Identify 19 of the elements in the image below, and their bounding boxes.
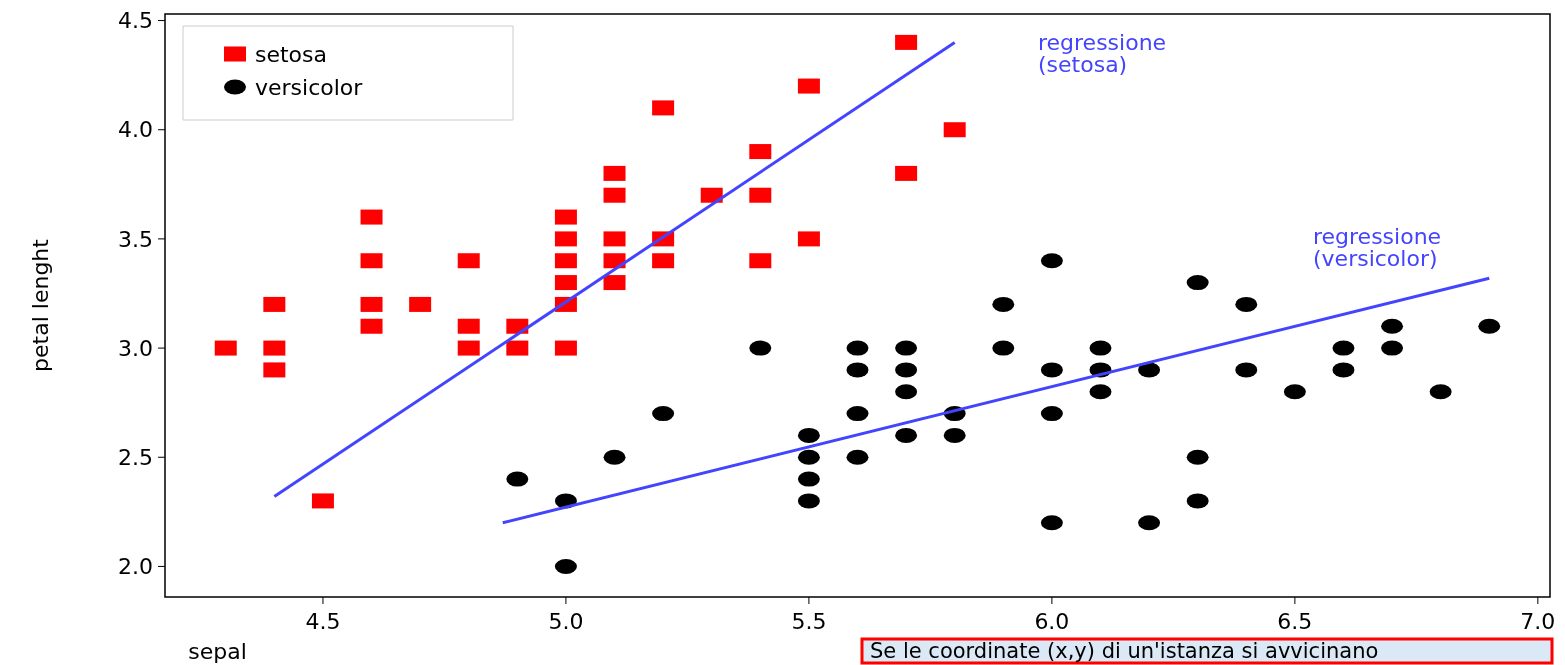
y-tick-label: 3.0	[118, 335, 153, 361]
x-tick-label: 7.0	[1520, 609, 1556, 634]
annotation: regressione (setosa)	[1038, 30, 1167, 77]
text: Se le coordinate (x,y) di un'istanza si avvicinano	[870, 639, 1379, 663]
y-tick-label: 4.0	[118, 117, 153, 143]
y-tick-label: 2.5	[118, 444, 153, 470]
x-tick-label: 5.0	[548, 609, 584, 634]
x-axis-title: sepal	[188, 639, 247, 664]
x-tick-label: 6.5	[1277, 609, 1313, 634]
y-tick-label: 2.0	[118, 554, 153, 580]
y-tick-label: 4.5	[118, 8, 153, 34]
legend-label: setosa	[255, 41, 328, 67]
x-tick-label: 6.0	[1034, 609, 1070, 634]
annotation: regressione (versicolor)	[1313, 224, 1442, 271]
legend-label: versicolor	[255, 74, 364, 100]
y-tick-label: 3.5	[118, 226, 153, 252]
y-axis-title: petal lenght	[28, 238, 53, 372]
x-tick-label: 4.5	[305, 609, 341, 634]
x-tick-label: 5.5	[791, 609, 827, 634]
